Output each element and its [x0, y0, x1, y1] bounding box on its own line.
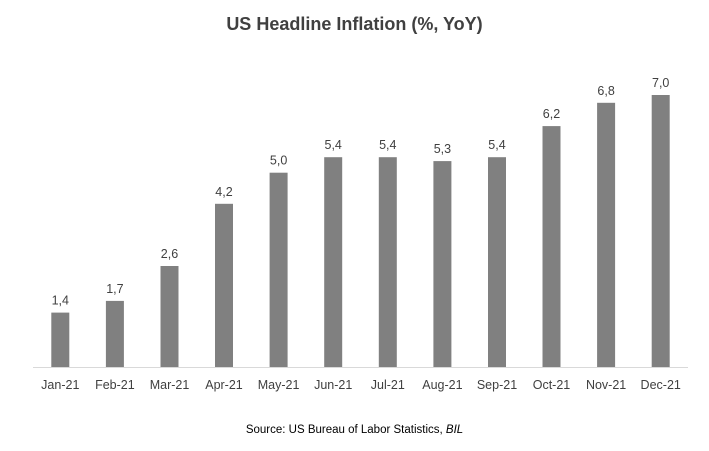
data-label-jul-21: 5,4 — [379, 138, 396, 152]
x-tick-label-dec-21: Dec-21 — [641, 378, 681, 392]
x-tick-label-jan-21: Jan-21 — [41, 378, 79, 392]
chart-title: US Headline Inflation (%, YoY) — [226, 14, 483, 34]
bar-jun-21 — [324, 157, 343, 367]
bar-feb-21 — [105, 300, 124, 367]
data-label-sep-21: 5,4 — [488, 138, 505, 152]
x-tick-label-mar-21: Mar-21 — [150, 378, 190, 392]
x-tick-label-may-21: May-21 — [258, 378, 300, 392]
data-label-nov-21: 6,8 — [597, 84, 614, 98]
x-tick-label-sep-21: Sep-21 — [477, 378, 517, 392]
data-labels-group: 1,4 1,7 2,6 4,2 5,0 5,4 5,4 5,3 5,4 6,2 6,8 7,0 — [52, 76, 670, 308]
data-label-feb-21: 1,7 — [106, 282, 123, 296]
data-label-jan-21: 1,4 — [52, 294, 69, 308]
bar-may-21 — [269, 172, 288, 367]
data-label-jun-21: 5,4 — [325, 138, 342, 152]
source-text: Source: US Bureau of Labor Statistics, — [245, 424, 446, 436]
x-tick-label-jul-21: Jul-21 — [371, 378, 405, 392]
x-tick-labels-group: Jan-21 Feb-21 Mar-21 Apr-21 May-21 Jun-21 Jul-… — [41, 378, 681, 392]
data-label-mar-21: 2,6 — [161, 247, 178, 261]
x-tick-label-apr-21: Apr-21 — [205, 378, 243, 392]
bar-nov-21 — [597, 102, 616, 368]
x-tick-label-aug-21: Aug-21 — [422, 378, 462, 392]
data-label-may-21: 5,0 — [270, 154, 287, 168]
bar-dec-21 — [651, 95, 670, 367]
bar-mar-21 — [160, 266, 179, 367]
bar-jan-21 — [51, 312, 70, 367]
bar-sep-21 — [488, 157, 506, 367]
data-label-oct-21: 6,2 — [543, 107, 560, 121]
x-tick-label-feb-21: Feb-21 — [95, 378, 135, 392]
data-label-apr-21: 4,2 — [215, 185, 232, 199]
data-label-aug-21: 5,3 — [434, 142, 451, 156]
bar-oct-21 — [542, 126, 561, 367]
x-tick-label-nov-21: Nov-21 — [586, 378, 626, 392]
bar-aug-21 — [433, 161, 452, 367]
bars-group — [51, 95, 670, 368]
source-note: Source: US Bureau of Labor Statistics, B… — [0, 424, 709, 436]
bar-jul-21 — [378, 157, 397, 367]
source-emphasis: BIL — [445, 424, 464, 436]
bar-apr-21 — [215, 203, 233, 367]
data-label-dec-21: 7,0 — [652, 76, 669, 90]
x-tick-label-jun-21: Jun-21 — [314, 378, 352, 392]
x-tick-label-oct-21: Oct-21 — [533, 378, 571, 392]
